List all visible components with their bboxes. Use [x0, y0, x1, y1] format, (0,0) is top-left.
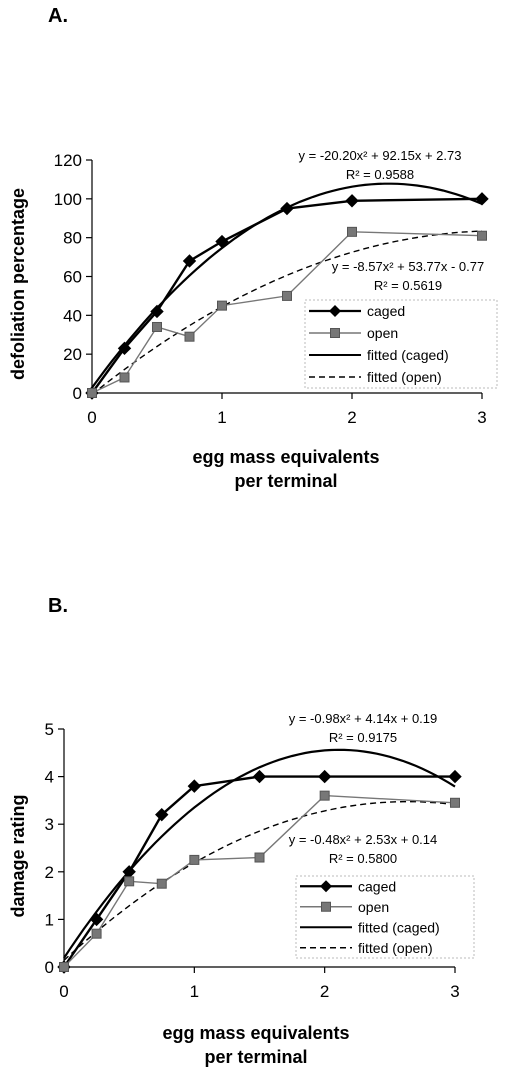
x-tick-label: 2	[347, 408, 356, 427]
data-point-open	[87, 388, 97, 398]
y-tick-label: 60	[63, 268, 82, 287]
data-point-caged	[150, 304, 164, 319]
panel-label: A.	[48, 5, 68, 27]
y-tick-label: 100	[54, 190, 82, 209]
data-point-open	[184, 331, 195, 342]
data-point-open	[189, 854, 200, 865]
r-squared-text: R² = 0.9175	[329, 730, 397, 745]
data-point-open	[217, 300, 227, 311]
data-point-caged	[317, 769, 332, 784]
x-tick-label: 2	[320, 982, 329, 1001]
y-tick-label: 120	[54, 151, 82, 170]
x-axis-title: per terminal	[204, 1047, 307, 1067]
data-point-open	[319, 790, 330, 801]
y-tick-label: 5	[45, 720, 54, 739]
equation-text: y = -8.57x² + 53.77x - 0.77	[332, 259, 484, 274]
data-point-open	[156, 878, 167, 889]
x-tick-label: 0	[87, 408, 96, 427]
legend-label: caged	[367, 303, 405, 319]
y-tick-label: 1	[45, 910, 54, 929]
x-tick-label: 0	[59, 982, 68, 1001]
data-point-caged	[182, 254, 197, 268]
y-tick-label: 80	[63, 229, 82, 248]
r-squared-text: R² = 0.5619	[374, 278, 442, 293]
x-axis-title: egg mass equivalents	[192, 447, 379, 467]
legend-label: fitted (caged)	[358, 919, 440, 935]
series-line-open	[63, 794, 456, 968]
data-point-open	[91, 928, 102, 939]
data-point-caged	[117, 341, 132, 356]
x-tick-label: 1	[190, 982, 199, 1001]
fitted-curve-open	[63, 801, 456, 961]
y-tick-label: 20	[63, 345, 82, 364]
panel-label: B.	[48, 595, 68, 617]
legend-label: fitted (open)	[358, 940, 433, 956]
data-point-open	[254, 852, 265, 863]
legend-label: open	[367, 325, 398, 341]
data-point-caged	[280, 201, 294, 216]
x-tick-label: 3	[450, 982, 459, 1001]
legend-label: fitted (caged)	[367, 347, 449, 363]
legend-label: caged	[358, 878, 396, 894]
y-tick-label: 2	[45, 863, 54, 882]
fitted-curve-open	[91, 230, 483, 396]
data-point-open	[450, 797, 460, 808]
data-point-caged	[448, 769, 462, 784]
y-axis-title: damage rating	[8, 794, 28, 917]
legend-marker-caged	[329, 305, 341, 317]
data-point-open	[119, 372, 130, 383]
legend-marker-open	[321, 901, 331, 912]
data-point-caged	[475, 192, 489, 206]
x-tick-label: 3	[477, 408, 486, 427]
data-point-open	[477, 230, 487, 241]
x-axis-title: per terminal	[234, 471, 337, 491]
data-point-caged	[187, 779, 202, 793]
data-point-caged	[89, 912, 104, 927]
series-line-caged	[91, 197, 483, 394]
data-point-open	[282, 290, 292, 301]
series-line-open	[91, 231, 483, 394]
legend-label: fitted (open)	[367, 369, 442, 385]
y-axis-title: defoliation percentage	[8, 188, 28, 380]
equation-text: y = -0.98x² + 4.14x + 0.19	[289, 711, 438, 726]
legend-marker-caged	[320, 880, 332, 893]
x-axis-title: egg mass equivalents	[162, 1023, 349, 1043]
data-point-caged	[345, 194, 359, 208]
r-squared-text: R² = 0.9588	[346, 167, 414, 182]
data-point-caged	[155, 807, 169, 822]
y-tick-label: 0	[45, 958, 54, 977]
data-point-open	[59, 962, 69, 972]
legend-marker-open	[330, 328, 340, 338]
data-point-open	[152, 321, 162, 332]
y-tick-label: 4	[45, 768, 54, 787]
r-squared-text: R² = 0.5800	[329, 851, 397, 866]
data-point-open	[124, 876, 135, 887]
y-tick-label: 40	[63, 306, 82, 325]
data-point-open	[347, 226, 357, 237]
series-line-caged	[63, 775, 455, 968]
legend-label: open	[358, 899, 389, 915]
x-tick-label: 1	[217, 408, 226, 427]
y-tick-label: 3	[45, 815, 54, 834]
equation-text: y = -0.48x² + 2.53x + 0.14	[289, 832, 438, 847]
y-tick-label: 0	[73, 384, 82, 403]
data-point-caged	[215, 234, 229, 249]
equation-text: y = -20.20x² + 92.15x + 2.73	[299, 148, 462, 163]
data-point-caged	[252, 769, 267, 784]
